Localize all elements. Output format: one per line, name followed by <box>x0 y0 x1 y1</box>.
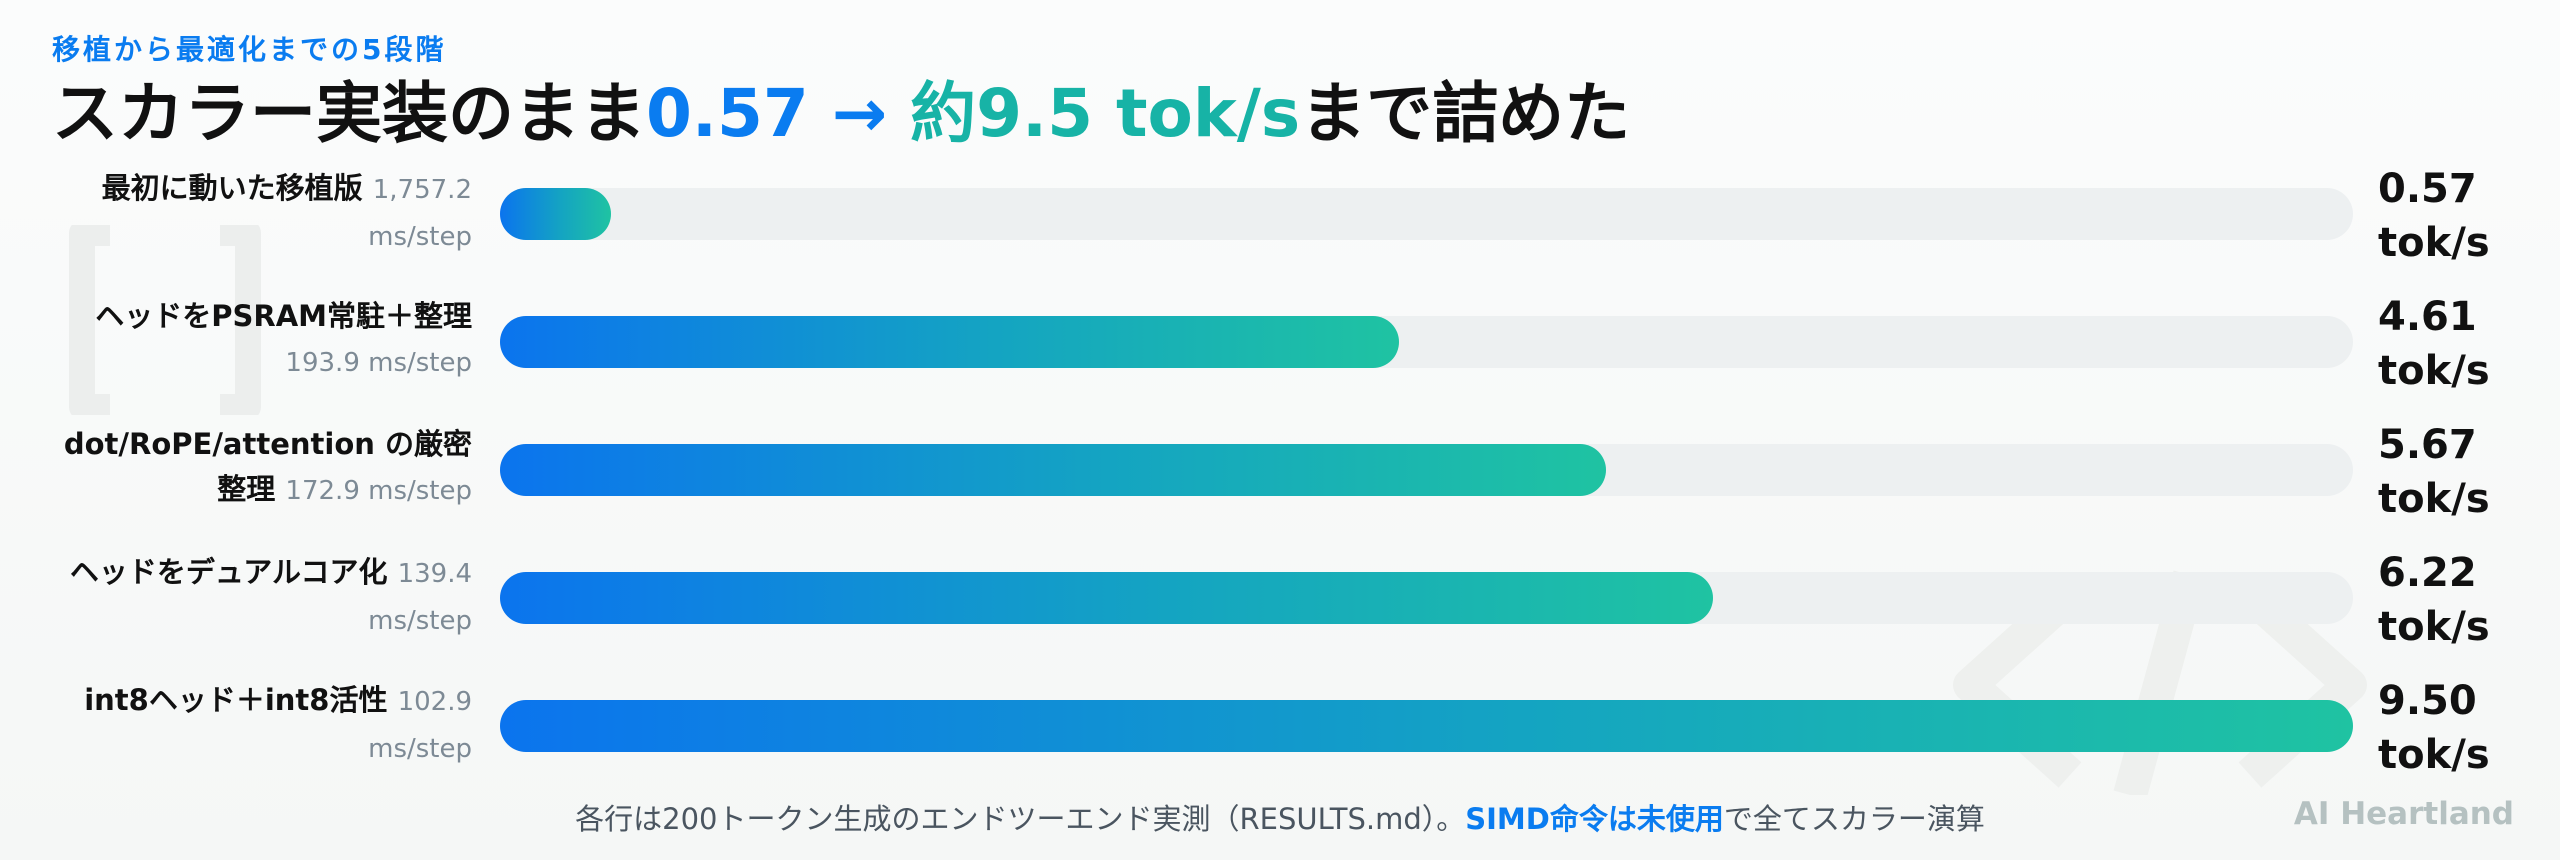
bar <box>500 700 2353 752</box>
headline-start-value: 0.57 <box>646 75 809 152</box>
bar <box>500 188 612 240</box>
bar-label-name: dot/RoPE/attention の厳密整理 <box>63 427 472 506</box>
headline-end-value: 約9.5 tok/s <box>910 75 1301 152</box>
footnote-prefix: 各行は200トークン生成のエンドツーエンド実測（RESULTS.md）。 <box>575 802 1466 836</box>
headline-prefix: スカラー実装のまま <box>52 75 646 152</box>
bar-label-ms: 193.9 ms/step <box>285 348 472 378</box>
bar <box>500 316 1400 368</box>
bar-label: 最初に動いた移植版 1,757.2 ms/step <box>40 166 472 260</box>
bar-value-label: 4.61 tok/s <box>2378 294 2490 394</box>
bar-label-ms: 1,757.2 ms/step <box>368 175 472 252</box>
brand-logo: AI Heartland <box>2293 796 2514 832</box>
footnote-highlight: SIMD命令は未使用 <box>1465 802 1724 836</box>
bar <box>500 572 1714 624</box>
bar-track <box>500 188 2353 240</box>
bar-value-label: 9.50 tok/s <box>2378 678 2490 778</box>
headline-arrow: → <box>808 75 911 152</box>
bar <box>500 444 1606 496</box>
bar-track <box>500 700 2353 752</box>
bar-value-label: 0.57 tok/s <box>2378 166 2490 266</box>
footnote-suffix: で全てスカラー演算 <box>1723 802 1985 836</box>
bar-label-ms: 139.4 ms/step <box>368 559 472 636</box>
bar-label: dot/RoPE/attention の厳密整理 172.9 ms/step <box>40 422 472 514</box>
bar-label: ヘッドをPSRAM常駐＋整理 193.9 ms/step <box>40 294 472 386</box>
footnote: 各行は200トークン生成のエンドツーエンド実測（RESULTS.md）。SIMD… <box>0 796 2560 838</box>
bar-label: int8ヘッド＋int8活性 102.9 ms/step <box>40 678 472 772</box>
bar-value-label: 5.67 tok/s <box>2378 422 2490 522</box>
bar-track <box>500 444 2353 496</box>
bar-track <box>500 316 2353 368</box>
bar-label-ms: 172.9 ms/step <box>285 476 472 506</box>
headline-suffix: まで詰めた <box>1300 75 1631 152</box>
bar-label: ヘッドをデュアルコア化 139.4 ms/step <box>40 550 472 644</box>
bar-label-name: ヘッドをデュアルコア化 <box>69 555 388 589</box>
chart-subtitle: 移植から最適化までの5段階 <box>52 33 447 66</box>
bar-label-name: int8ヘッド＋int8活性 <box>84 683 388 717</box>
bar-label-ms: 102.9 ms/step <box>368 687 472 764</box>
chart-headline: スカラー実装のまま0.57 → 約9.5 tok/sまで詰めた <box>52 60 1630 156</box>
bar-label-name: ヘッドをPSRAM常駐＋整理 <box>95 299 472 333</box>
bar-track <box>500 572 2353 624</box>
bar-value-label: 6.22 tok/s <box>2378 550 2490 650</box>
bar-label-name: 最初に動いた移植版 <box>101 171 363 205</box>
